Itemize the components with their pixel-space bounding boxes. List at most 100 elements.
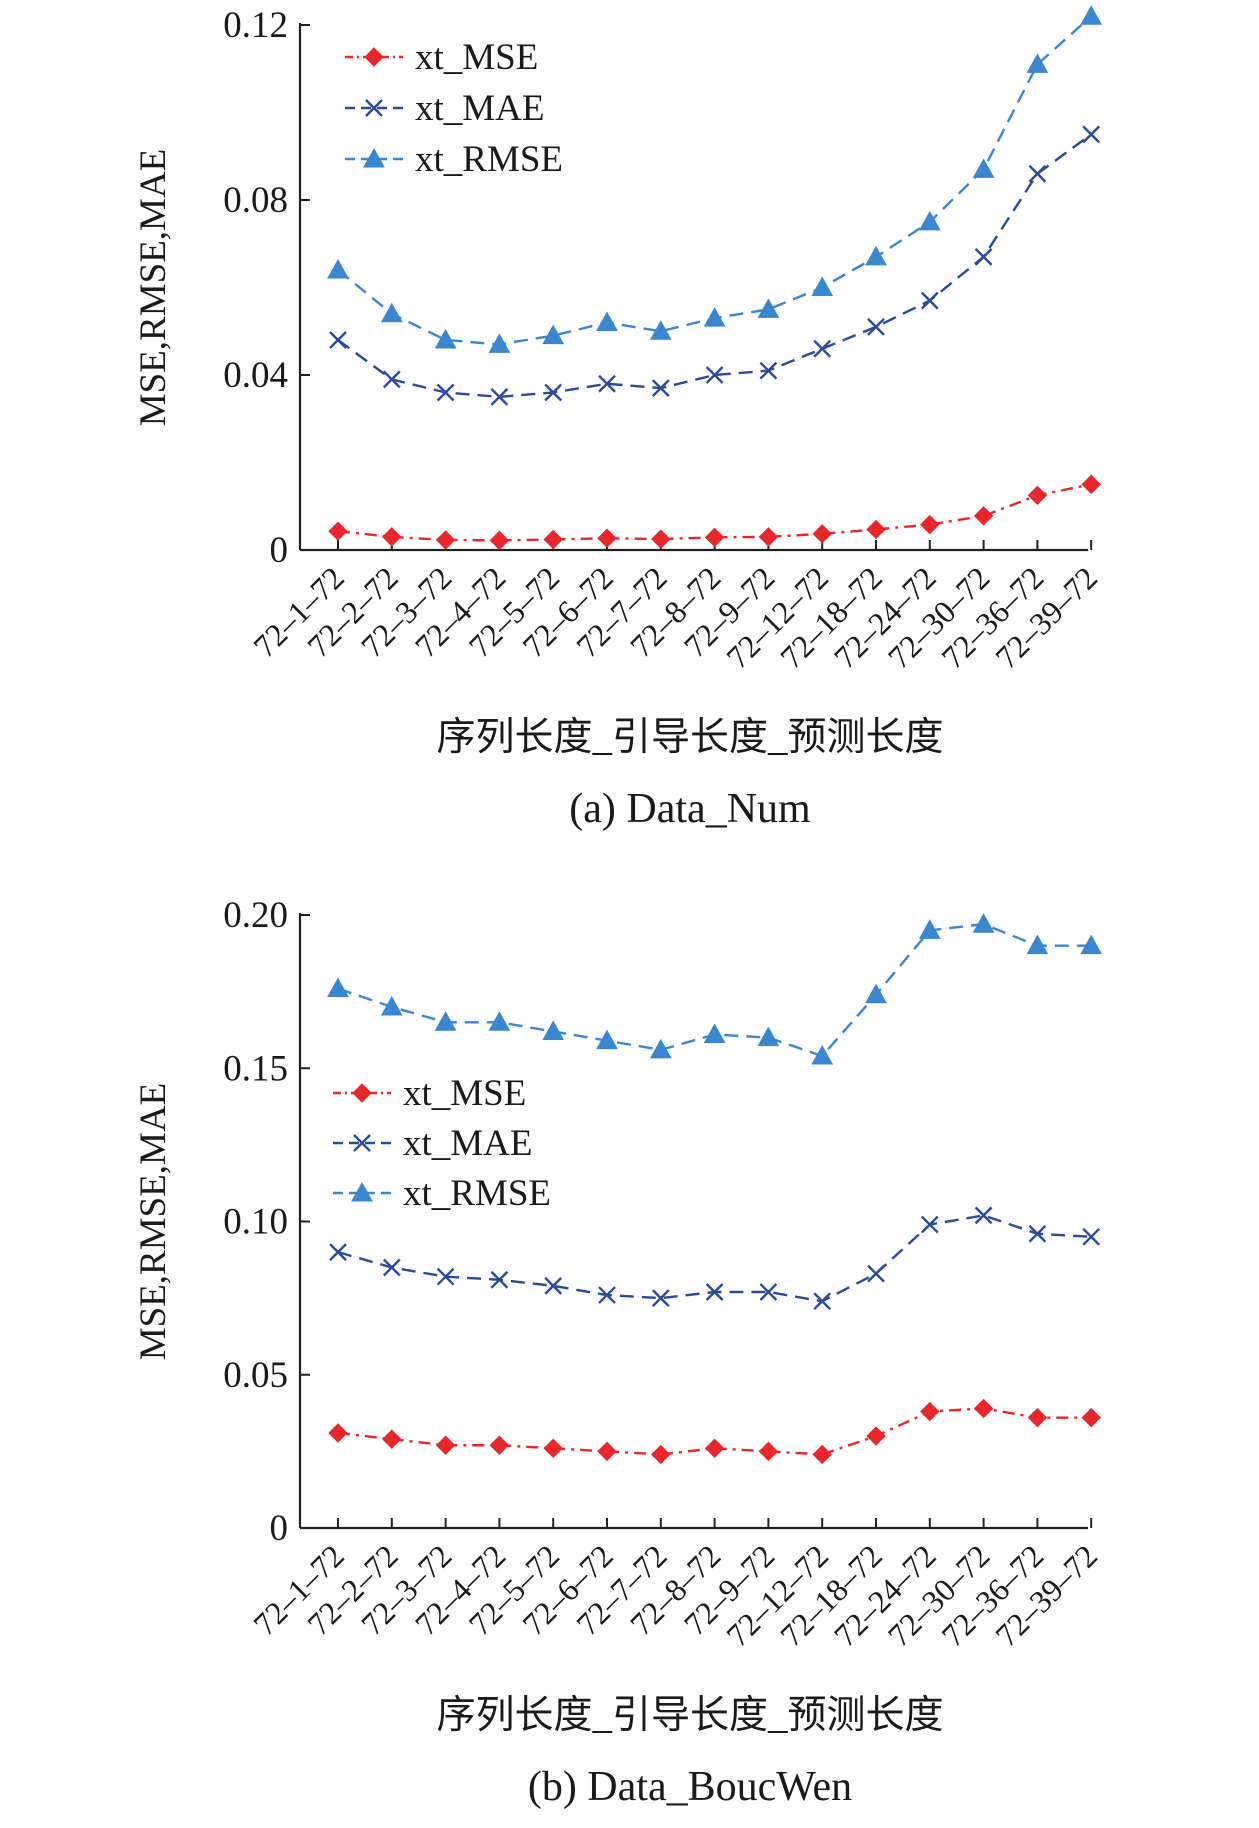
- x-axis-label: 序列长度_引导长度_预测长度: [436, 716, 943, 759]
- point-xt_MSE: [812, 1444, 832, 1465]
- point-xt_MSE: [973, 506, 994, 526]
- point-xt_MSE: [973, 1398, 994, 1419]
- legend-marker: [351, 1181, 373, 1202]
- point-xt_RMSE: [1080, 934, 1103, 955]
- legend-label: xt_MAE: [403, 1123, 533, 1164]
- point-xt_RMSE: [649, 1038, 672, 1059]
- chart-data-num: 00.040.080.1272–1–7272–2–7272–3–7272–4–7…: [133, 5, 1104, 832]
- x-axis-label: 序列长度_引导长度_预测长度: [436, 1694, 943, 1737]
- legend-marker: [365, 99, 383, 117]
- point-xt_MSE: [1081, 474, 1101, 495]
- series-line-xt_MAE: [337, 133, 1092, 399]
- point-xt_RMSE: [649, 320, 672, 340]
- point-xt_MSE: [435, 530, 456, 550]
- point-xt_MSE: [328, 1423, 348, 1443]
- point-xt_RMSE: [380, 302, 403, 323]
- point-xt_MAE: [867, 1264, 885, 1283]
- point-xt_RMSE: [1026, 53, 1049, 73]
- point-xt_RMSE: [434, 328, 457, 349]
- y-axis-label: MSE,RMSE,MAE: [133, 1083, 174, 1361]
- chart-caption: (a) Data_Num: [569, 786, 811, 832]
- point-xt_MAE: [1082, 1227, 1101, 1246]
- point-xt_MAE: [544, 1277, 563, 1295]
- point-xt_MAE: [382, 1258, 401, 1277]
- point-xt_MAE: [651, 1289, 670, 1307]
- y-tick-label: 0: [270, 1508, 289, 1549]
- legend-label: xt_RMSE: [403, 1173, 551, 1214]
- point-xt_MSE: [704, 527, 725, 548]
- point-xt_MSE: [489, 1435, 510, 1455]
- point-xt_RMSE: [380, 995, 403, 1016]
- point-xt_MAE: [974, 248, 993, 266]
- point-xt_RMSE: [488, 333, 511, 353]
- legend-entry-xt_RMSE: xt_RMSE: [345, 139, 563, 180]
- legend-entry-xt_MAE: xt_MAE: [333, 1123, 533, 1164]
- point-xt_MAE: [1028, 1224, 1047, 1243]
- point-xt_MAE: [598, 1286, 616, 1304]
- point-xt_RMSE: [918, 919, 941, 939]
- point-xt_RMSE: [596, 311, 618, 331]
- point-xt_RMSE: [542, 1020, 565, 1040]
- y-tick-label: 0.15: [223, 1048, 288, 1089]
- point-xt_RMSE: [703, 1023, 726, 1044]
- point-xt_MSE: [382, 527, 402, 547]
- point-xt_MSE: [812, 524, 832, 544]
- y-tick-label: 0.08: [223, 180, 288, 221]
- point-xt_MSE: [920, 1401, 940, 1422]
- point-xt_MAE: [1028, 164, 1047, 183]
- legend-marker: [363, 147, 385, 168]
- point-xt_MSE: [435, 1435, 456, 1455]
- point-xt_MSE: [328, 521, 348, 541]
- point-xt_MAE: [705, 1283, 724, 1301]
- legend-entry-xt_RMSE: xt_RMSE: [333, 1173, 551, 1214]
- y-tick-label: 0.04: [223, 355, 288, 396]
- point-xt_RMSE: [703, 307, 726, 327]
- legend-marker: [352, 1083, 372, 1103]
- point-xt_MAE: [329, 331, 347, 349]
- point-xt_RMSE: [865, 245, 887, 266]
- y-tick-label: 0.10: [223, 1202, 288, 1243]
- point-xt_MAE: [382, 370, 401, 389]
- point-xt_RMSE: [757, 298, 780, 318]
- point-xt_MAE: [651, 379, 670, 397]
- point-xt_MSE: [382, 1429, 402, 1449]
- point-xt_RMSE: [757, 1026, 780, 1047]
- point-xt_MAE: [598, 374, 616, 393]
- point-xt_RMSE: [596, 1029, 618, 1050]
- point-xt_MAE: [436, 1267, 455, 1286]
- point-xt_RMSE: [972, 158, 995, 178]
- point-xt_MSE: [1081, 1407, 1101, 1428]
- point-xt_MAE: [490, 1270, 509, 1289]
- point-xt_MAE: [490, 388, 509, 406]
- point-xt_RMSE: [972, 913, 995, 933]
- point-xt_MSE: [920, 514, 940, 535]
- point-xt_MAE: [867, 318, 885, 336]
- point-xt_MSE: [543, 529, 563, 550]
- chart-data-boucwen: 00.050.100.150.2072–1–7272–2–7272–3–7272…: [133, 895, 1104, 1810]
- point-xt_RMSE: [811, 1044, 834, 1065]
- point-xt_RMSE: [1080, 5, 1103, 25]
- legend-entry-xt_MSE: xt_MSE: [333, 1073, 526, 1114]
- point-xt_MAE: [329, 1243, 347, 1261]
- point-xt_MSE: [1027, 485, 1048, 506]
- legend-entry-xt_MSE: xt_MSE: [345, 37, 538, 78]
- point-xt_RMSE: [327, 258, 349, 279]
- point-xt_MSE: [543, 1438, 563, 1459]
- point-xt_RMSE: [434, 1011, 457, 1031]
- point-xt_MAE: [974, 1206, 993, 1225]
- point-xt_MAE: [1082, 125, 1101, 144]
- point-xt_MSE: [1027, 1407, 1048, 1428]
- point-xt_MAE: [813, 339, 832, 358]
- point-xt_RMSE: [488, 1011, 511, 1031]
- point-xt_MAE: [920, 1215, 939, 1234]
- point-xt_MAE: [436, 383, 455, 402]
- point-xt_MAE: [759, 361, 778, 380]
- legend-label: xt_MSE: [415, 37, 538, 78]
- point-xt_MSE: [866, 1426, 886, 1446]
- point-xt_MSE: [758, 527, 779, 547]
- point-xt_RMSE: [542, 324, 565, 345]
- series-line-xt_MAE: [337, 1214, 1092, 1303]
- point-xt_MAE: [705, 366, 724, 384]
- point-xt_MSE: [758, 1441, 779, 1462]
